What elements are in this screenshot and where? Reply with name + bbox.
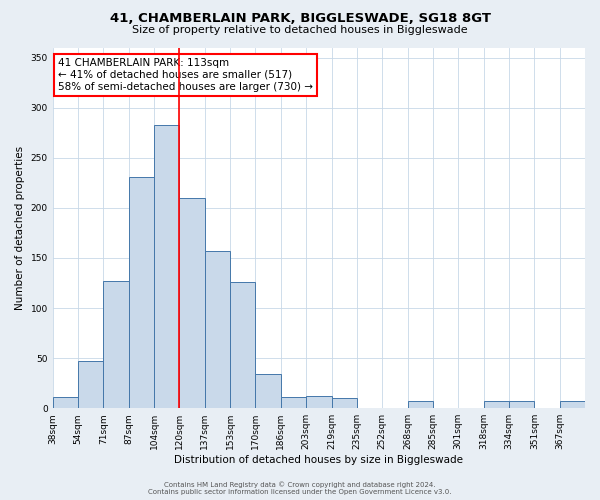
Text: Contains public sector information licensed under the Open Government Licence v3: Contains public sector information licen…: [148, 489, 452, 495]
Bar: [306, 396, 332, 408]
Bar: [154, 124, 179, 408]
Bar: [78, 361, 103, 408]
Bar: [484, 401, 509, 408]
Bar: [560, 401, 585, 408]
Bar: [53, 397, 78, 408]
Bar: [103, 281, 129, 408]
Bar: [256, 374, 281, 408]
X-axis label: Distribution of detached houses by size in Biggleswade: Distribution of detached houses by size …: [175, 455, 463, 465]
Text: Contains HM Land Registry data © Crown copyright and database right 2024.: Contains HM Land Registry data © Crown c…: [164, 481, 436, 488]
Text: Size of property relative to detached houses in Biggleswade: Size of property relative to detached ho…: [132, 25, 468, 35]
Bar: [205, 251, 230, 408]
Bar: [230, 282, 256, 408]
Text: 41, CHAMBERLAIN PARK, BIGGLESWADE, SG18 8GT: 41, CHAMBERLAIN PARK, BIGGLESWADE, SG18 …: [110, 12, 491, 26]
Bar: [509, 401, 535, 408]
Text: 41 CHAMBERLAIN PARK: 113sqm
← 41% of detached houses are smaller (517)
58% of se: 41 CHAMBERLAIN PARK: 113sqm ← 41% of det…: [58, 58, 313, 92]
Bar: [281, 397, 306, 408]
Bar: [179, 198, 205, 408]
Bar: [332, 398, 357, 408]
Bar: [129, 177, 154, 408]
Bar: [407, 401, 433, 408]
Y-axis label: Number of detached properties: Number of detached properties: [15, 146, 25, 310]
